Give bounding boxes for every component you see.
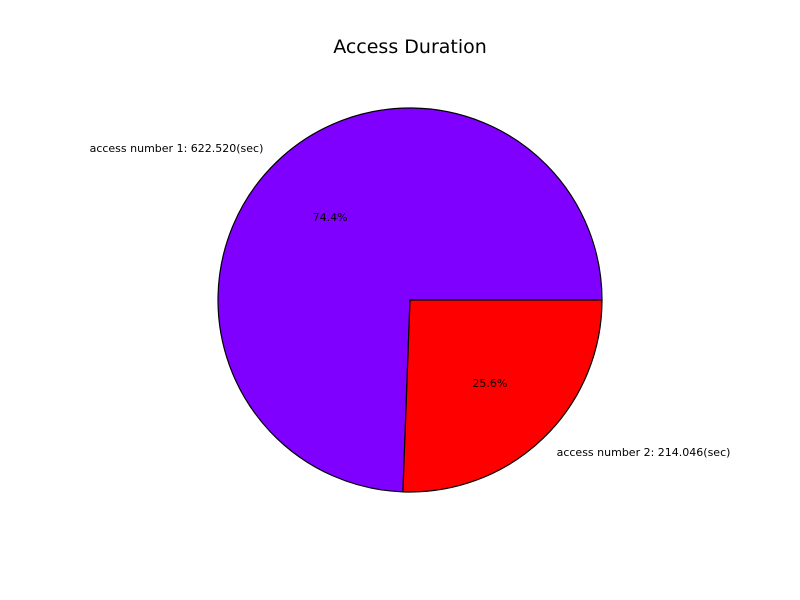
pie-percent-label-2: 25.6% — [472, 377, 507, 390]
pie-slices — [217, 107, 603, 493]
pie-percent-label-1: 74.4% — [313, 211, 348, 224]
chart-title: Access Duration — [333, 36, 487, 58]
pie-labels: 74.4% access number 1: 622.520(sec) 25.6% a… — [90, 142, 731, 459]
pie-slice-label-2: access number 2: 214.046(sec) — [557, 446, 731, 459]
pie-slice-label-1: access number 1: 622.520(sec) — [90, 142, 264, 155]
pie-slice-2 — [402, 299, 603, 493]
